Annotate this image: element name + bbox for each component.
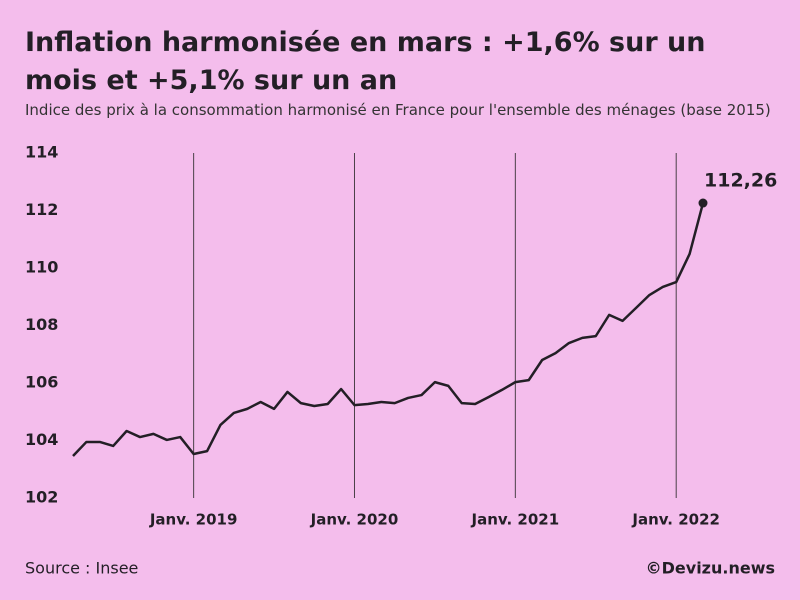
source: Source : Insee [25, 559, 138, 578]
chart-title: Inflation harmonisée en mars : +1,6% sur… [25, 27, 706, 96]
point [698, 198, 708, 208]
credit: ©Devizu.news [646, 559, 775, 578]
y-tick-label: 110 [25, 258, 58, 277]
x-tick-label: Janv. 2019 [149, 511, 238, 529]
x-tick-label: Janv. 2022 [631, 511, 720, 529]
y-tick-label: 106 [25, 373, 58, 392]
x-tick-label: Janv. 2021 [471, 511, 560, 529]
line [72, 202, 705, 457]
y-tick-label: 104 [25, 430, 58, 449]
y-tick-label: 108 [25, 315, 58, 334]
value-label: 112,26 [704, 170, 777, 192]
x-tick-label: Janv. 2020 [310, 511, 399, 529]
y-tick-label: 102 [25, 488, 58, 507]
chart-subtitle: Indice des prix à la consommation harmon… [25, 101, 771, 119]
y-tick-label: 114 [25, 143, 58, 162]
y-tick-label: 112 [25, 200, 58, 219]
